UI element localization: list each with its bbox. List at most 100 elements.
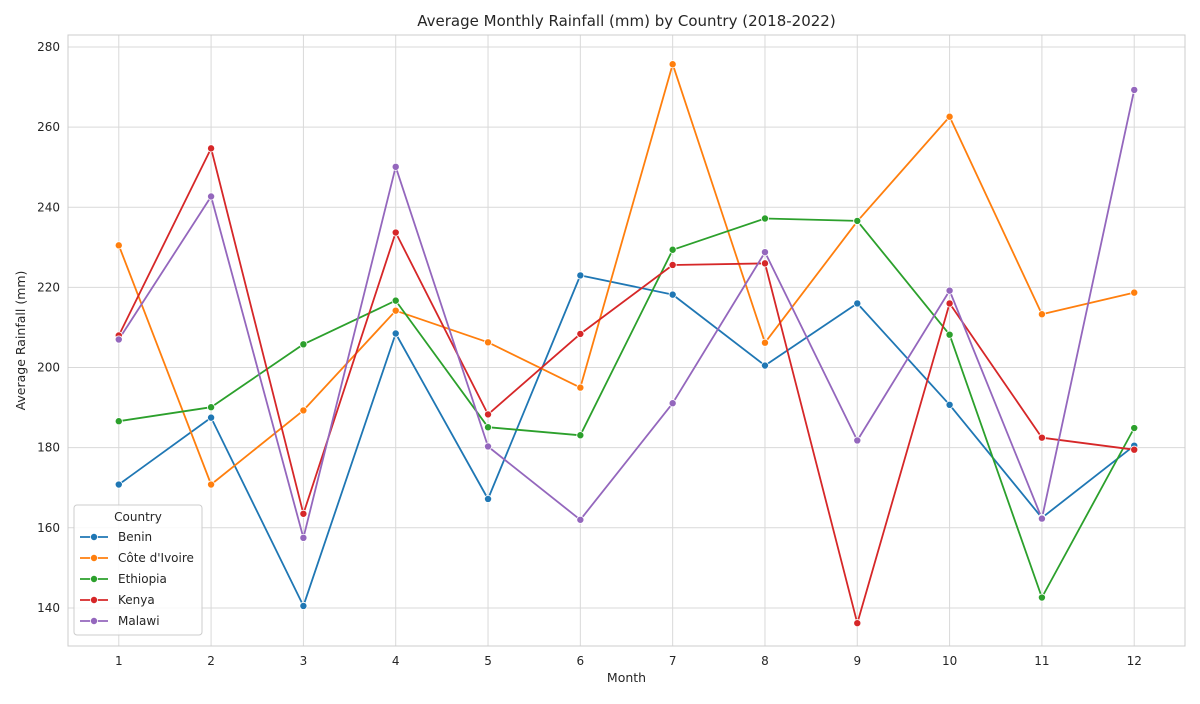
y-tick-label: 220 [37,280,60,294]
series-line-malawi [118,89,1136,539]
data-point-kenya [576,329,585,338]
y-tick-label: 200 [37,361,60,375]
data-point-kenya [1037,433,1046,442]
data-point-ethiopia [853,216,862,225]
data-point-c-te-d-ivoire [207,480,216,489]
data-point-kenya [207,144,216,153]
x-tick-label: 8 [761,654,769,668]
data-point-malawi [484,442,493,451]
x-tick-label: 2 [207,654,215,668]
data-point-ethiopia [760,214,769,223]
x-axis-ticks: 1 2 3 4 5 6 7 8 9 10 11 12 [115,654,1142,668]
plot-background [68,35,1185,646]
data-point-ethiopia [114,417,123,426]
series-lines [117,63,1136,625]
data-point-malawi [576,515,585,524]
x-tick-label: 5 [484,654,492,668]
legend-label-ethiopia: Ethiopia [118,572,167,586]
data-point-malawi [668,399,677,408]
x-tick-label: 1 [115,654,123,668]
data-point-c-te-d-ivoire [576,383,585,392]
data-point-benin [299,601,308,610]
data-point-kenya [668,260,677,269]
legend-marker-kenya [90,596,99,605]
x-tick-label: 4 [392,654,400,668]
data-point-benin [668,290,677,299]
data-point-kenya [299,509,308,518]
chart-title: Average Monthly Rainfall (mm) by Country… [417,12,835,30]
legend-marker-benin [90,533,99,542]
data-point-c-te-d-ivoire [668,60,677,69]
data-point-ethiopia [207,403,216,412]
y-tick-label: 180 [37,441,60,455]
data-point-malawi [760,248,769,257]
series-line-c-te-d-ivoire [117,63,1135,486]
legend-label-c-te-d-ivoire: Côte d'Ivoire [118,551,194,565]
data-point-malawi [391,162,400,171]
data-point-malawi [945,286,954,295]
data-point-kenya [391,228,400,237]
x-tick-label: 11 [1034,654,1049,668]
data-point-benin [391,329,400,338]
x-tick-label: 6 [577,654,585,668]
legend-items: Benin Côte d'Ivoire Ethiopia Kenya Malawi [80,530,194,628]
legend-marker-ethiopia [90,575,99,584]
data-point-c-te-d-ivoire [114,241,123,250]
data-point-c-te-d-ivoire [760,338,769,347]
legend: Country Benin Côte d'Ivoire Ethiopia Kenya M… [73,504,203,636]
data-point-kenya [760,259,769,268]
plot-frame [67,34,1186,647]
y-tick-label: 140 [37,601,60,615]
y-tick-label: 160 [37,521,60,535]
data-point-malawi [1037,514,1046,523]
data-point-ethiopia [1130,424,1139,433]
data-point-ethiopia [391,296,400,305]
data-point-benin [114,480,123,489]
legend-label-benin: Benin [118,530,152,544]
data-point-benin [484,494,493,503]
data-point-benin [207,413,216,422]
data-point-ethiopia [1037,593,1046,602]
data-point-c-te-d-ivoire [1130,288,1139,297]
x-tick-label: 9 [853,654,861,668]
legend-label-malawi: Malawi [118,614,160,628]
data-point-malawi [114,335,123,344]
y-axis-ticks: 140 160 180 200 220 240 260 280 [37,40,60,615]
data-point-kenya [853,619,862,628]
y-tick-label: 280 [37,40,60,54]
data-point-c-te-d-ivoire [299,406,308,415]
y-tick-label: 240 [37,200,60,214]
y-tick-label: 260 [37,120,60,134]
data-point-benin [853,299,862,308]
data-point-c-te-d-ivoire [945,112,954,121]
data-point-malawi [299,533,308,542]
data-point-c-te-d-ivoire [484,338,493,347]
series-line-kenya [117,147,1135,625]
data-point-malawi [853,436,862,445]
data-point-kenya [484,410,493,419]
gridlines [68,35,1185,646]
legend-marker-malawi [90,617,99,626]
y-axis-label: Average Rainfall (mm) [13,271,28,411]
data-point-c-te-d-ivoire [391,306,400,315]
series-line-ethiopia [118,217,1135,599]
data-point-ethiopia [668,245,677,254]
data-point-benin [576,271,585,280]
legend-title: Country [114,510,162,524]
data-point-ethiopia [945,330,954,339]
data-point-ethiopia [299,340,308,349]
data-point-kenya [1130,445,1139,454]
x-axis-label: Month [607,670,646,685]
data-point-malawi [207,192,216,201]
data-point-benin [760,361,769,370]
data-point-c-te-d-ivoire [1037,310,1046,319]
series-markers [114,60,1139,628]
x-tick-label: 7 [669,654,677,668]
data-point-ethiopia [484,423,493,432]
series-line-benin [118,274,1135,607]
x-tick-label: 3 [300,654,308,668]
data-point-malawi [1130,85,1139,94]
legend-label-kenya: Kenya [118,593,155,607]
